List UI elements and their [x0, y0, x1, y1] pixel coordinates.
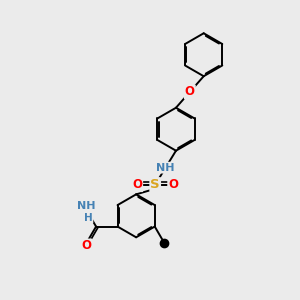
Text: O: O: [168, 178, 178, 191]
Text: O: O: [132, 178, 142, 191]
Text: O: O: [81, 239, 92, 253]
Text: NH: NH: [77, 202, 96, 212]
Text: NH: NH: [156, 163, 175, 173]
Text: H: H: [84, 212, 92, 223]
Text: O: O: [185, 85, 195, 98]
Text: S: S: [150, 178, 160, 191]
